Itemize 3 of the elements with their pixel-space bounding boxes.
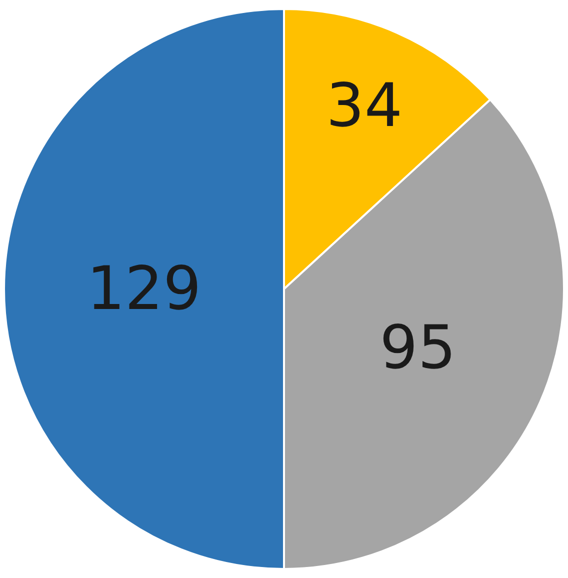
data-label: 129 <box>86 254 202 324</box>
data-label: 34 <box>326 71 403 142</box>
data-label: 95 <box>380 312 456 383</box>
